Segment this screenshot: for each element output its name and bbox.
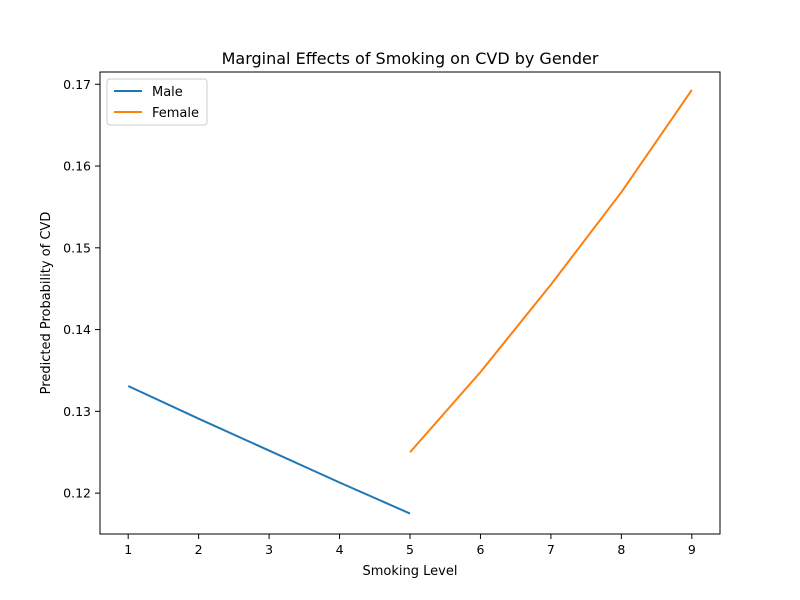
- x-tick-label: 1: [124, 542, 132, 557]
- y-axis-label: Predicted Probability of CVD: [39, 212, 54, 395]
- y-tick-label: 0.17: [63, 77, 91, 92]
- x-tick-label: 7: [547, 542, 555, 557]
- x-axis-ticks: 1 2 3 4 5 6 7 8 9: [124, 534, 696, 557]
- y-tick-label: 0.12: [63, 486, 91, 501]
- x-tick-label: 6: [476, 542, 484, 557]
- legend-label-female: Female: [152, 106, 199, 121]
- legend: Male Female: [106, 78, 208, 126]
- chart-title: Marginal Effects of Smoking on CVD by Ge…: [222, 49, 599, 68]
- series-layer: [127, 89, 693, 515]
- y-tick-label: 0.14: [63, 322, 91, 337]
- y-tick-label: 0.16: [63, 159, 91, 174]
- y-axis-ticks: 0.12 0.13 0.14 0.15 0.16 0.17: [63, 77, 100, 501]
- plot-frame: [99, 71, 721, 535]
- y-tick-label: 0.15: [63, 240, 91, 255]
- x-tick-label: 9: [688, 542, 696, 557]
- x-axis-label: Smoking Level: [363, 564, 458, 579]
- x-tick-label: 5: [406, 542, 414, 557]
- x-tick-label: 4: [336, 542, 344, 557]
- x-tick-label: 8: [617, 542, 625, 557]
- x-tick-label: 2: [195, 542, 203, 557]
- x-tick-label: 3: [265, 542, 273, 557]
- series-line-male: [127, 385, 411, 515]
- y-tick-label: 0.13: [63, 404, 91, 419]
- legend-label-male: Male: [152, 85, 183, 100]
- series-line-female: [409, 89, 693, 453]
